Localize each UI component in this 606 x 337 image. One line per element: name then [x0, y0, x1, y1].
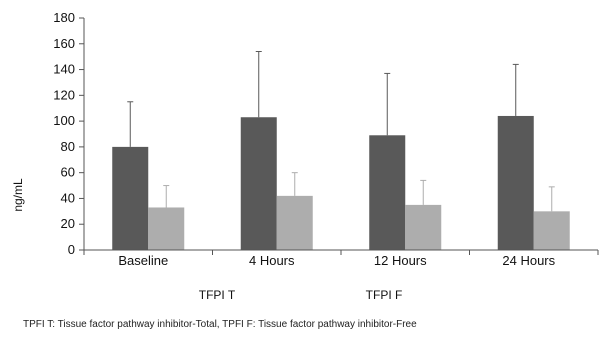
y-tick-label: 140 [53, 62, 75, 77]
y-tick-label: 20 [61, 216, 75, 231]
y-tick-label: 0 [68, 242, 75, 257]
bar-tfpi-t [369, 135, 406, 250]
x-tick-label: 4 Hours [249, 253, 295, 268]
x-tick-label: 24 Hours [502, 253, 555, 268]
bar-tfpi-f [148, 207, 185, 250]
y-tick-label: 120 [53, 87, 75, 102]
y-axis-label: ng/mL [11, 178, 25, 212]
x-tick-label: Baseline [118, 253, 168, 268]
bars [112, 115, 570, 250]
x-axis: Baseline 4 Hours 12 Hours 24 Hours [83, 249, 599, 268]
legend-entry: TFPI T [199, 288, 236, 302]
bar-tfpi-t [240, 117, 277, 250]
error-bars [127, 51, 555, 212]
legend-entry: TFPI F [366, 288, 403, 302]
y-tick-label: 80 [61, 139, 75, 154]
legend: TFPI T TFPI F [199, 288, 403, 302]
x-tick-label: 12 Hours [374, 253, 427, 268]
y-tick-label: 100 [53, 113, 75, 128]
y-axis: 0 20 40 60 80 100 120 140 160 180 [53, 10, 85, 257]
y-tick-label: 40 [61, 190, 75, 205]
y-tick-label: 60 [61, 165, 75, 180]
bar-tfpi-t [497, 115, 534, 250]
y-tick-label: 160 [53, 36, 75, 51]
bar-tfpi-t [112, 146, 149, 250]
y-tick-label: 180 [53, 10, 75, 25]
footnote: TPFI T: Tissue factor pathway inhibitor-… [23, 319, 417, 330]
bar-tfpi-f [276, 195, 313, 250]
bar-tfpi-f [405, 204, 442, 250]
bar-tfpi-f [533, 211, 570, 250]
